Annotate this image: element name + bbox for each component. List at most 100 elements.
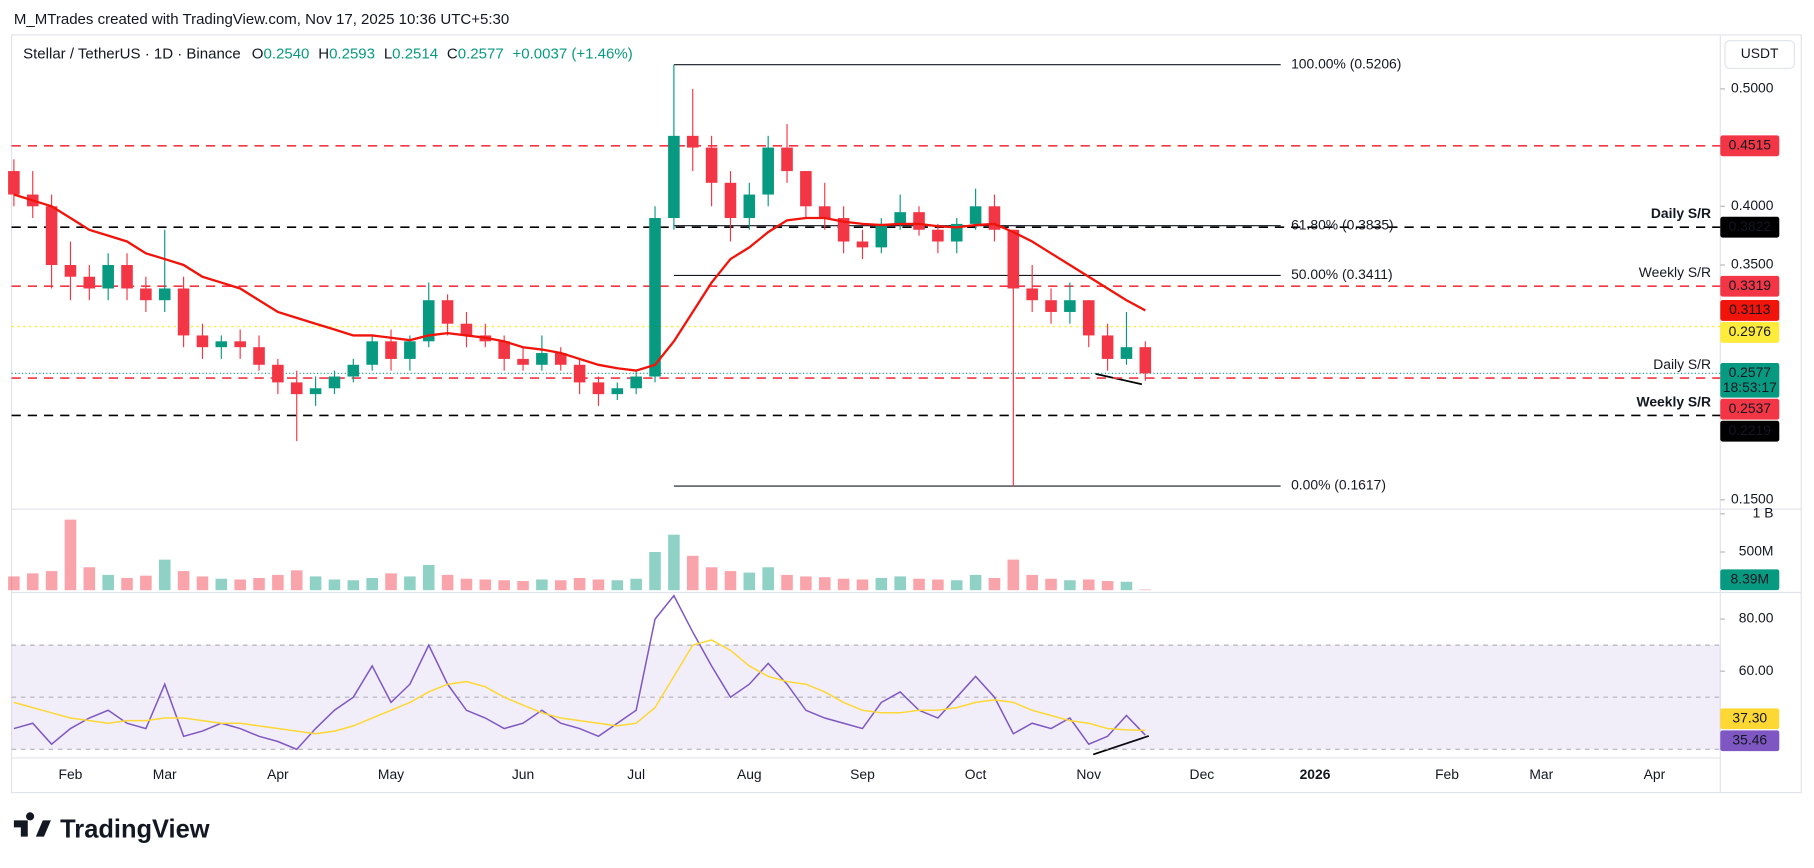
quote-change: +0.0037 (+1.46%) [513, 46, 633, 63]
volume-bar [26, 573, 39, 591]
volume-bar [83, 567, 96, 591]
volume-bar [649, 552, 661, 591]
quote-value: 0.2577 [458, 46, 504, 63]
volume-bar [573, 577, 586, 591]
candle-body [743, 194, 756, 219]
volume-bar [215, 578, 228, 591]
candle-body [253, 347, 265, 365]
volume-bar [1045, 578, 1057, 591]
volume-bar [894, 576, 906, 591]
x-tick-label: Apr [1644, 766, 1666, 782]
fib-label: 100.00% (0.5206) [1291, 55, 1401, 71]
candle-body [441, 300, 454, 324]
x-tick-label: Feb [58, 766, 82, 782]
volume-bar [45, 571, 58, 591]
candle-body [347, 364, 360, 377]
brand: TradingView [60, 816, 210, 844]
volume-bar [272, 574, 284, 591]
volume-bar [290, 570, 303, 591]
volume-bar [177, 571, 190, 591]
volume-bar [385, 573, 397, 591]
volume-bar [781, 574, 793, 591]
candle-body [894, 212, 906, 224]
candle-body [1045, 300, 1057, 312]
candle-body [1120, 347, 1133, 359]
chart-frame [10, 34, 1802, 794]
level-label: 0.3822 [1729, 218, 1772, 234]
x-tick-label: Apr [267, 766, 289, 782]
volume-bar [1064, 580, 1076, 591]
volume-bar [932, 579, 944, 591]
candle-body [611, 388, 624, 395]
level-label: 0.4515 [1729, 136, 1772, 152]
candle-body [536, 353, 548, 365]
candle-body [140, 288, 152, 301]
symbol-line: Stellar / TetherUS · 1D · Binance O0.254… [23, 46, 633, 63]
volume-bar [950, 580, 963, 591]
currency-button[interactable] [1724, 40, 1795, 70]
level-text: Daily S/R [1651, 205, 1711, 221]
trendline [1095, 372, 1143, 386]
candle-body [1026, 288, 1038, 301]
candle-body [83, 276, 96, 289]
quote-key: H [318, 46, 329, 63]
logo: TradingView [13, 812, 210, 844]
volume-bar [762, 567, 774, 591]
currency-label[interactable]: USDT [1741, 45, 1779, 61]
volume-bar [422, 564, 435, 591]
fib-label: 61.80% (0.3835) [1291, 216, 1394, 232]
x-tick-label: Jun [512, 766, 534, 782]
quote-value: 0.2514 [392, 46, 438, 63]
volume-label-box [1720, 569, 1780, 591]
rsi-label-box [1720, 730, 1780, 752]
level-label: 0.2976 [1729, 323, 1772, 339]
volume-bar [8, 576, 20, 591]
volume-bar [1007, 559, 1020, 591]
y-tick-label: 0.5000 [1731, 80, 1774, 96]
y-tick-label: 1 B [1753, 504, 1774, 520]
candle-body [385, 341, 397, 359]
x-tick-label: Aug [737, 766, 762, 782]
x-tick-label: Oct [965, 766, 987, 782]
volume-bar [309, 576, 322, 591]
rsi-label: 37.30 [1732, 709, 1767, 725]
candle-body [649, 218, 661, 377]
level-text: Daily S/R [1653, 356, 1711, 372]
volume-bar [969, 574, 982, 591]
volume-bar [347, 580, 360, 591]
volume-bar [366, 577, 378, 591]
candle-body [366, 341, 378, 365]
ema-label: 0.3113 [1729, 301, 1771, 317]
ema-line [13, 193, 1146, 372]
last-price-label-extra: 18:53:17 [1723, 379, 1777, 395]
volume-bar [196, 576, 209, 591]
candle-body [196, 335, 209, 348]
x-tick-label: Dec [1190, 766, 1215, 782]
candle-body [875, 223, 888, 248]
candle-body [460, 323, 473, 336]
volume-bar [554, 580, 567, 591]
volume-bar [460, 578, 473, 591]
volume-bar [158, 559, 171, 591]
volume-bar [102, 574, 114, 591]
candle-body [932, 229, 944, 242]
volume-bar [441, 574, 454, 591]
volume-bar [1120, 581, 1133, 591]
rsi-label: 35.46 [1732, 731, 1767, 747]
candle-body [422, 300, 435, 342]
volume-bar [913, 578, 925, 591]
last-price-label-box [1720, 362, 1780, 398]
volume-bar [856, 579, 869, 591]
x-tick-label: Feb [1435, 766, 1459, 782]
candle-body [1007, 229, 1020, 289]
candle-body [800, 171, 812, 207]
candle-body [781, 147, 793, 172]
level-label-box [1720, 275, 1780, 297]
x-tick-label: Nov [1076, 766, 1101, 782]
candle-body [290, 382, 303, 395]
candle-body [517, 358, 529, 365]
volume-bar [1101, 581, 1114, 591]
candle-body [64, 264, 77, 277]
